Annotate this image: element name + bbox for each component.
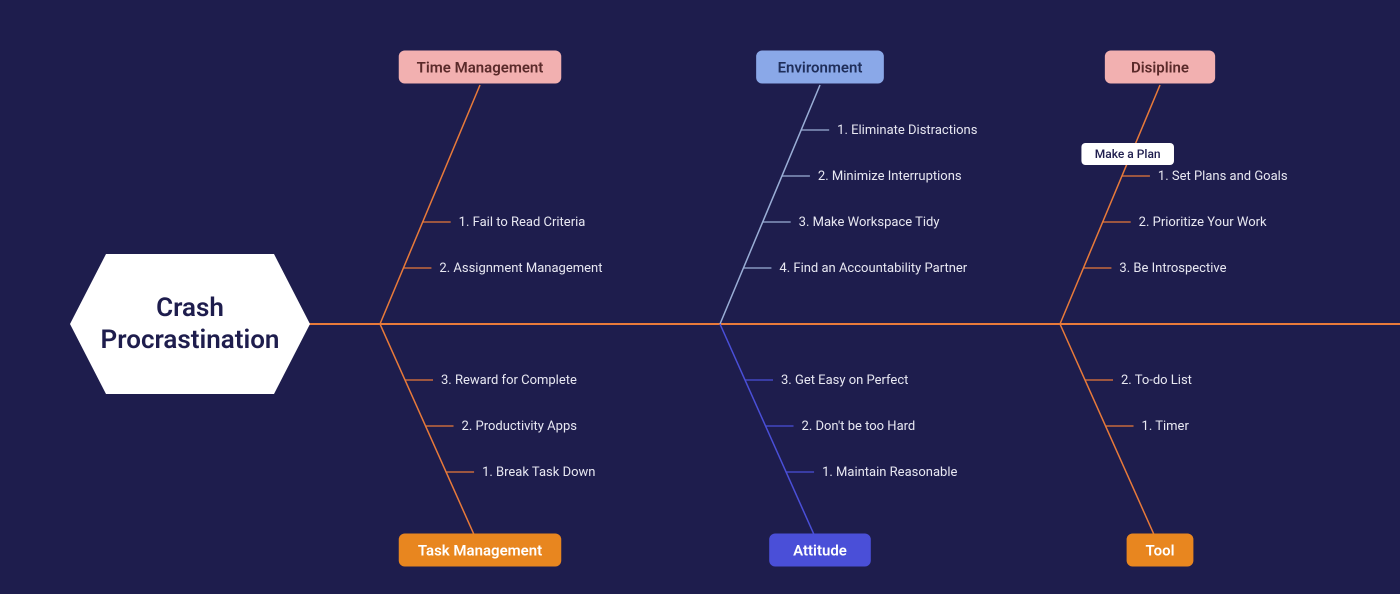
item-attitude-1: 2. Don't be too Hard: [802, 419, 916, 434]
branch-label-tool-text: Tool: [1146, 541, 1175, 559]
bone-attitude: [720, 324, 820, 548]
item-tool-1: 2. To-do List: [1121, 373, 1192, 388]
branch-label-attitude-text: Attitude: [793, 541, 847, 559]
fishbone-diagram: CrashProcrastination Time Management 1. Fa…: [0, 0, 1400, 594]
item-discipline-1: 2. Prioritize Your Work: [1139, 215, 1267, 230]
item-task-management-0: 1. Break Task Down: [482, 465, 595, 480]
item-environment-2: 3. Make Workspace Tidy: [799, 215, 940, 230]
item-task-management-2: 3. Reward for Complete: [441, 373, 577, 388]
bone-environment: [720, 85, 820, 324]
item-time-management-1: 2. Assignment Management: [439, 261, 602, 276]
item-task-management-1: 2. Productivity Apps: [462, 419, 578, 434]
branch-label-discipline-text: Disipline: [1131, 58, 1189, 76]
item-environment-0: 1. Eliminate Distractions: [837, 123, 978, 138]
bone-tool: [1060, 324, 1160, 548]
branch-label-task-management-text: Task Management: [418, 541, 542, 559]
bone-discipline: [1060, 85, 1160, 324]
root-label-line2: Procrastination: [101, 325, 280, 355]
item-environment-3: 4. Find an Accountability Partner: [779, 261, 967, 276]
item-time-management-0: 1. Fail to Read Criteria: [459, 215, 586, 230]
branch-label-environment-text: Environment: [778, 58, 863, 76]
item-attitude-0: 1. Maintain Reasonable: [822, 465, 957, 480]
item-attitude-2: 3. Get Easy on Perfect: [781, 373, 908, 388]
branch-label-time-management-text: Time Management: [417, 58, 544, 76]
root-label-line1: Crash: [156, 293, 224, 323]
group-box-label-discipline: Make a Plan: [1095, 147, 1161, 161]
item-discipline-0: 1. Set Plans and Goals: [1158, 169, 1288, 184]
bone-task-management: [380, 324, 480, 548]
root-node: [70, 254, 310, 394]
bone-time-management: [380, 85, 480, 324]
item-discipline-2: 3. Be Introspective: [1119, 261, 1226, 276]
item-tool-0: 1. Timer: [1142, 419, 1190, 434]
item-environment-1: 2. Minimize Interruptions: [818, 169, 962, 184]
